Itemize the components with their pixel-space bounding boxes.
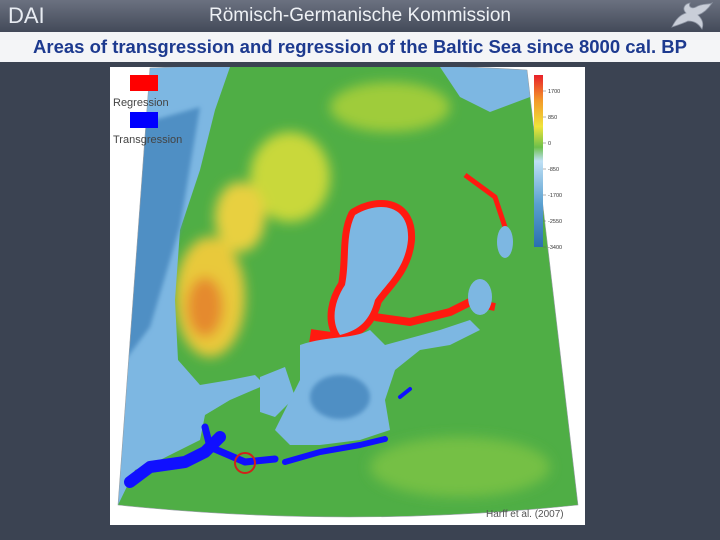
legend: Regression Transgression xyxy=(113,75,182,146)
colorbar-label: 0 xyxy=(548,141,551,147)
header-center: Römisch-Germanische Kommission xyxy=(209,5,511,26)
colorbar-label: 1700 xyxy=(548,89,560,95)
slide-title: Areas of transgression and regression of… xyxy=(33,36,687,57)
legend-label: Transgression xyxy=(113,134,182,146)
map-area xyxy=(118,67,578,517)
colorbar xyxy=(534,75,543,247)
credit: Harff et al. (2007) xyxy=(486,509,564,520)
colorbar-ticks: 1700 850 0 -850 -1700 -2550 -3400 xyxy=(543,89,562,251)
logo xyxy=(671,1,714,30)
legend-swatch xyxy=(130,112,158,128)
legend-swatch xyxy=(130,75,158,91)
header-left: DAI xyxy=(8,3,45,28)
colorbar-label: -2550 xyxy=(548,219,562,225)
colorbar-label: -850 xyxy=(548,167,559,173)
colorbar-label: -3400 xyxy=(548,245,562,251)
map: Regression Transgression 1700 850 0 -850 -170… xyxy=(110,67,585,525)
colorbar-label: 850 xyxy=(548,115,557,121)
colorbar-label: -1700 xyxy=(548,193,562,199)
title-bar: Areas of transgression and regression of… xyxy=(0,32,720,62)
legend-label: Regression xyxy=(113,97,169,109)
header-bar: DAI Römisch-Germanische Kommission xyxy=(0,0,720,32)
